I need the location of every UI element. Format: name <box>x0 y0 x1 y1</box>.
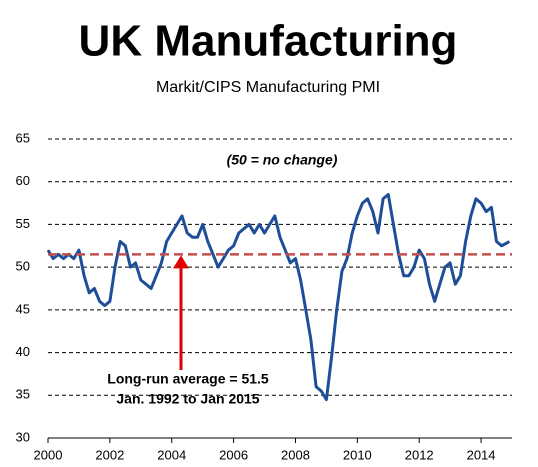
y-tick-label: 40 <box>16 344 30 359</box>
x-tick-label: 2004 <box>157 447 186 462</box>
x-tick-label: 2008 <box>281 447 310 462</box>
y-tick-label: 30 <box>16 429 30 444</box>
x-tick-label: 2010 <box>343 447 372 462</box>
average-label: Jan. 1992 to Jan 2015 <box>116 391 259 407</box>
x-tick-label: 2006 <box>219 447 248 462</box>
chart-title: UK Manufacturing <box>79 17 458 66</box>
y-tick-label: 65 <box>16 130 30 145</box>
y-tick-label: 35 <box>16 387 30 402</box>
chart-subtitle: Markit/CIPS Manufacturing PMI <box>156 79 380 96</box>
arrow-head <box>173 255 189 269</box>
x-tick-label: 2012 <box>405 447 434 462</box>
y-tick-label: 55 <box>16 216 30 231</box>
x-tick-label: 2002 <box>95 447 124 462</box>
y-tick-label: 45 <box>16 301 30 316</box>
y-tick-label: 60 <box>16 173 30 188</box>
annotation: (50 = no change) <box>227 152 338 168</box>
average-label: Long-run average = 51.5 <box>107 371 269 387</box>
x-tick-label: 2014 <box>467 447 496 462</box>
x-tick-label: 2000 <box>34 447 63 462</box>
y-tick-label: 50 <box>16 259 30 274</box>
data-line <box>46 193 511 402</box>
